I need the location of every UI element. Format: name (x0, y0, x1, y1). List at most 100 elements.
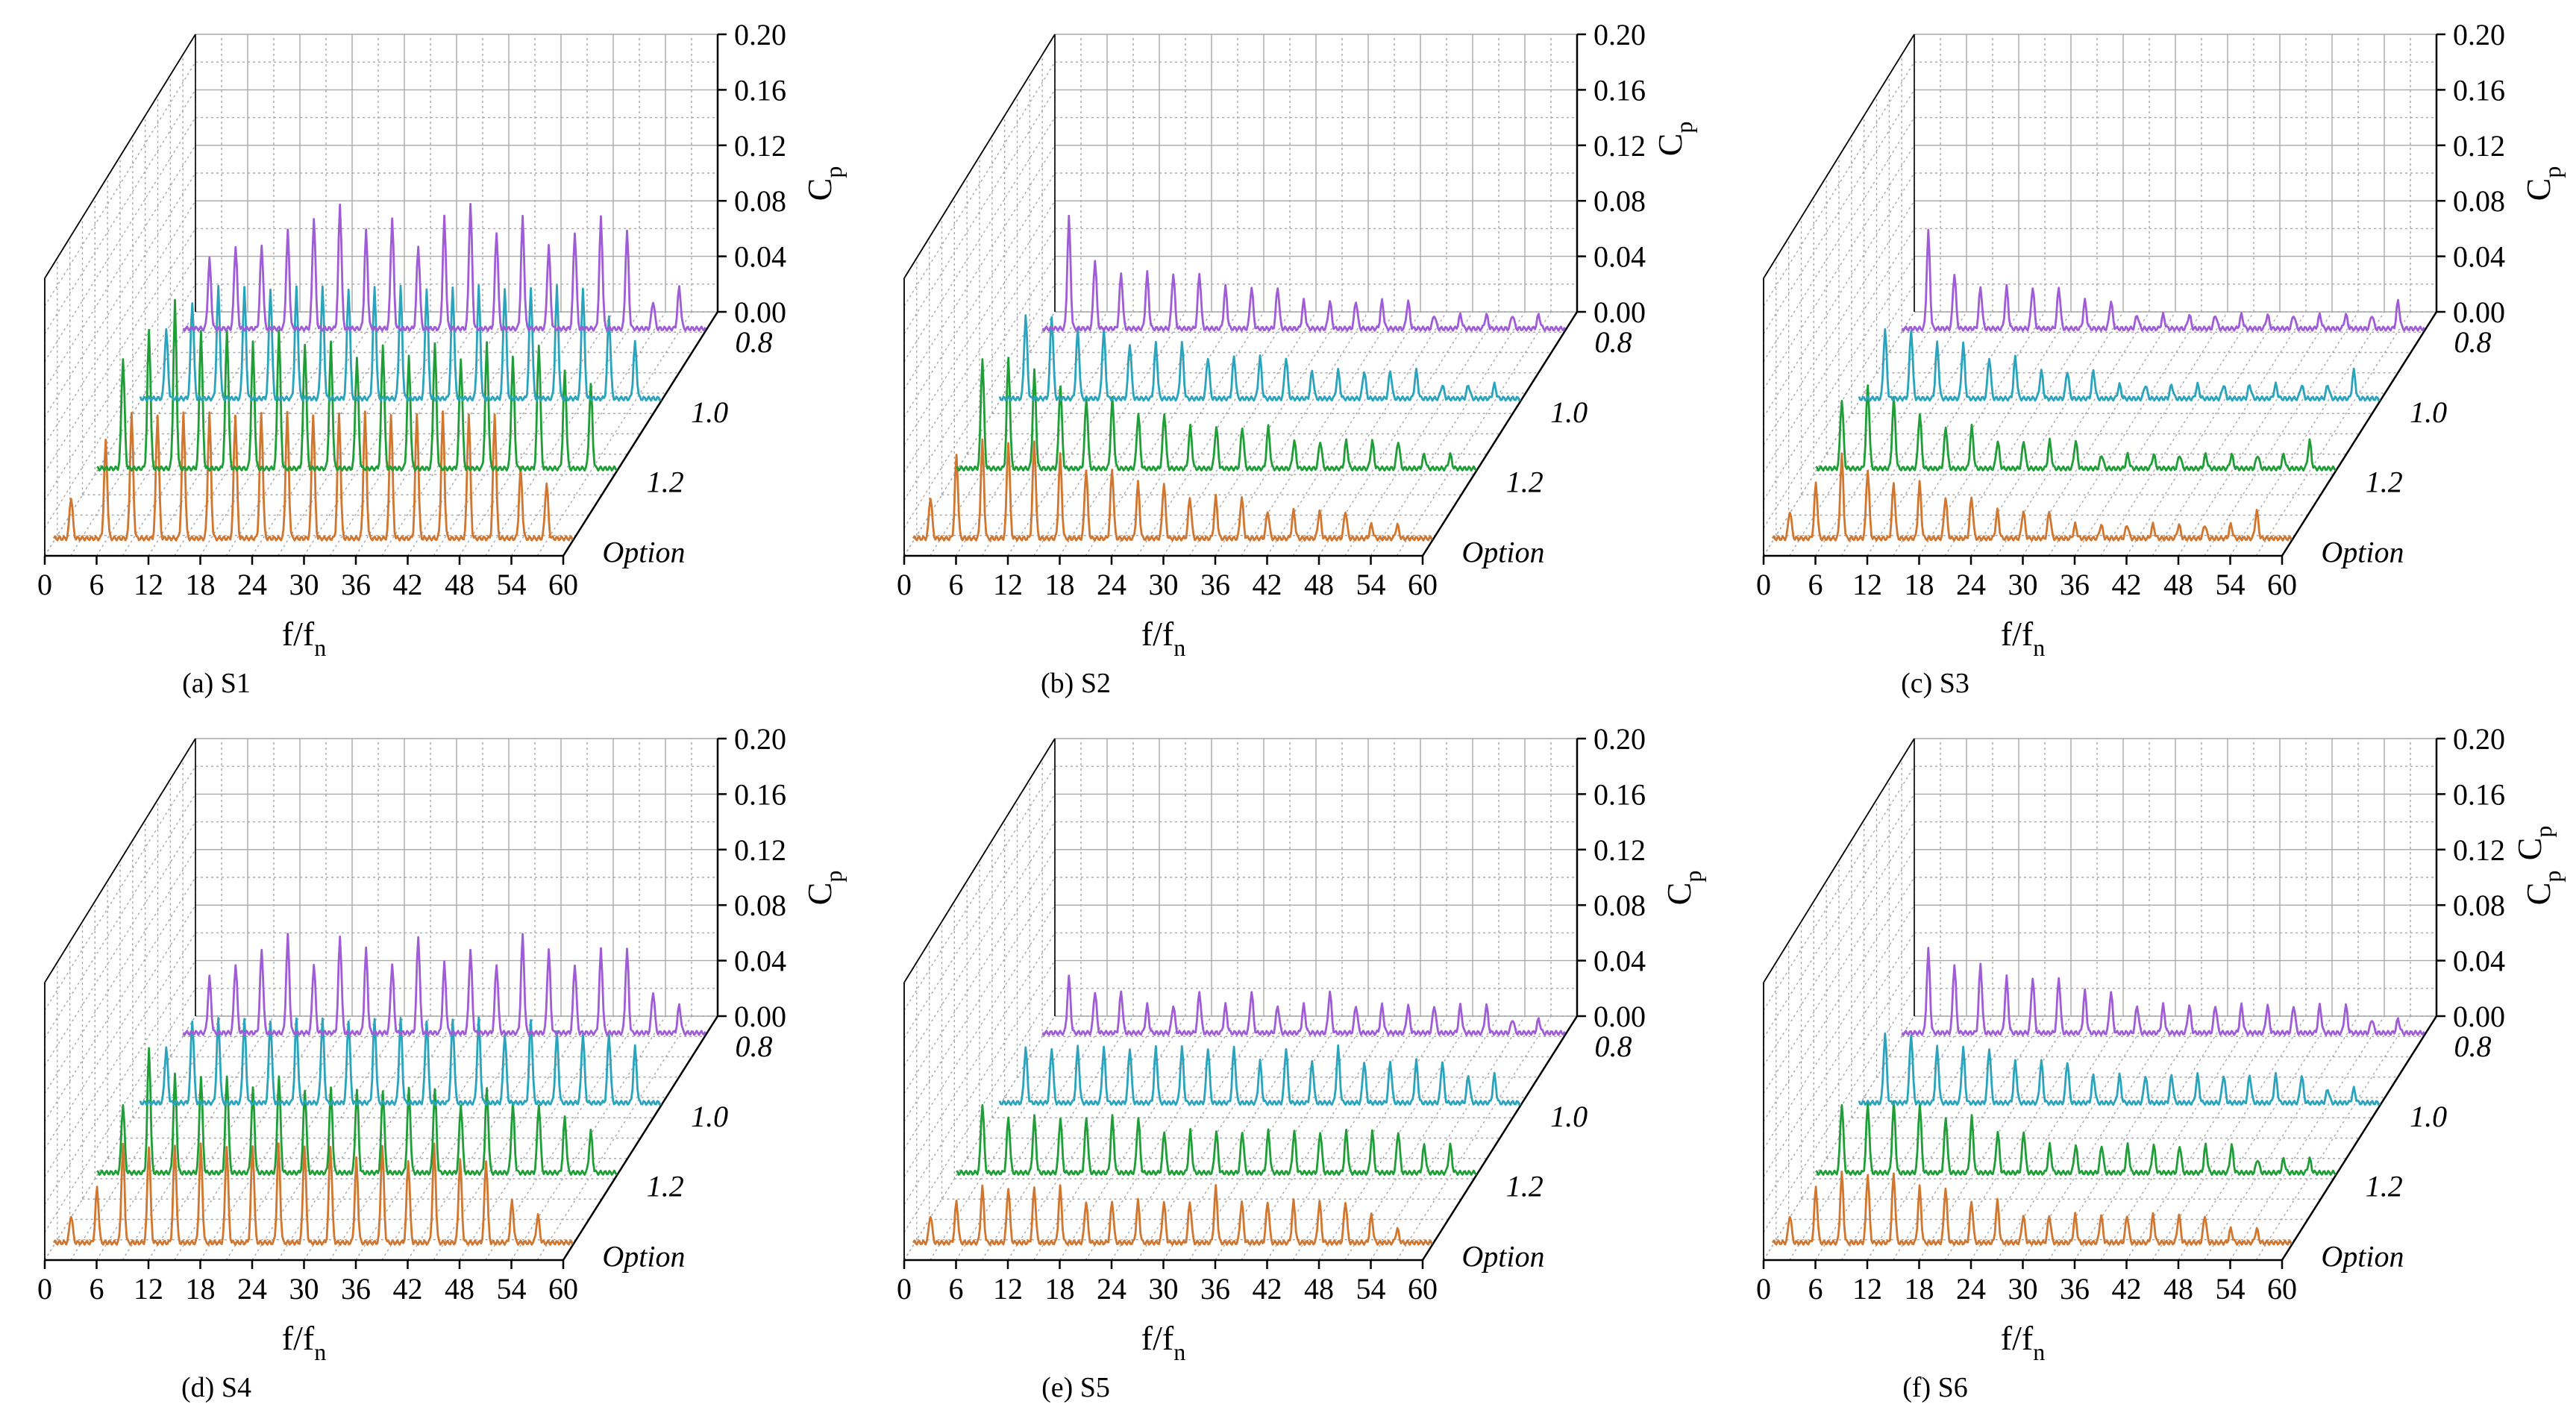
z-tick-label: 0.04 (1593, 944, 1646, 978)
left-wall-hline (903, 933, 1056, 1177)
floor-line (2255, 1015, 2411, 1261)
z-tick-label: 0.20 (734, 18, 786, 51)
x-tick-label: 36 (2060, 1272, 2090, 1306)
left-wall-hline (903, 765, 1056, 1011)
floor-line (1059, 311, 1212, 557)
series-label-1.2: 1.2 (2366, 466, 2403, 499)
left-wall-hline (1763, 765, 1915, 1011)
left-wall-hline (903, 172, 1056, 418)
z-axis-title-left: Cp (1651, 122, 1697, 157)
floor-line (1344, 311, 1499, 557)
floor-line (278, 1015, 431, 1261)
floor-line (355, 311, 510, 557)
x-tick-label: 12 (134, 1272, 163, 1306)
left-wall-hline (44, 228, 196, 473)
left-wall-hline (903, 200, 1056, 445)
series-label-0.8: 0.8 (2454, 325, 2491, 359)
series-line-0.8 (1041, 214, 1566, 332)
x-tick-label: 42 (1253, 1272, 1282, 1306)
left-wall-hline (903, 228, 1056, 473)
floor-line (148, 1015, 301, 1261)
z-axis-title-main: C (800, 178, 839, 201)
left-wall-hline (44, 933, 196, 1177)
floor-line (148, 311, 301, 557)
left-wall-hline (903, 849, 1056, 1094)
subplot-6: 0 6 12 18 24 30 36 42 48 54 60 f/fn 0.00 0.04 0.08 0.12… (1756, 722, 2566, 1403)
z-tick-label: 0.00 (2453, 1000, 2505, 1033)
left-wall-hline (1763, 200, 1915, 445)
floor-line (278, 311, 431, 557)
x-axis-title-main: f/f (2001, 615, 2034, 653)
x-axis-title-text: f/fn (282, 1319, 326, 1365)
x-tick-label: 60 (548, 1272, 578, 1306)
subplot-3: 0 6 12 18 24 30 36 42 48 54 60 f/fn 0.00 0.04 0.08 0.12… (1756, 18, 2566, 699)
floor-line (433, 311, 588, 557)
z-tick-label: 0.16 (734, 777, 786, 811)
floor-line (2229, 1015, 2385, 1261)
floor-line (174, 311, 327, 557)
x-tick-label: 42 (1253, 568, 1282, 601)
z-tick-label: 0.00 (2453, 295, 2505, 329)
z-tick-label: 0.00 (734, 295, 786, 329)
left-wall-hline (1763, 228, 1915, 473)
subplot-5: 0 6 12 18 24 30 36 42 48 54 60 f/fn 0.00 0.04 0.08 0.12… (897, 722, 1706, 1403)
floor-line (225, 311, 379, 557)
left-wall-hline (903, 283, 1056, 529)
floor-line (2255, 311, 2411, 557)
x-axis-title-text: f/fn (2001, 615, 2045, 661)
box-frame (44, 738, 719, 1262)
left-wall-hline (44, 794, 196, 1038)
x-tick-label: 18 (1045, 1272, 1075, 1306)
left-wall-hline (44, 172, 196, 418)
left-wall-hline (44, 90, 196, 334)
x-axis-title-sub: n (314, 1338, 326, 1365)
z-tick-label: 0.08 (1593, 889, 1646, 922)
x-tick-label: 30 (289, 568, 319, 601)
x-tick-label: 60 (548, 568, 578, 601)
floor-line (199, 1015, 353, 1261)
z-axis-title-main: C (2519, 178, 2557, 201)
floor-line (1396, 311, 1552, 557)
x-tick-label: 54 (1356, 1272, 1386, 1306)
x-tick-label: 60 (2267, 1272, 2297, 1306)
z-tick-label: 0.12 (2453, 833, 2505, 867)
depth-axis-line (1421, 1015, 1579, 1261)
x-tick-label: 0 (37, 1272, 52, 1306)
z-axis-title: Cp (800, 166, 847, 201)
left-wall-hline (903, 117, 1056, 362)
box-frame (903, 34, 1579, 557)
left-wall-hline (903, 256, 1056, 501)
floor-line (329, 1015, 483, 1261)
z-tick-label: 0.08 (734, 889, 786, 922)
subplot-caption: (b) S2 (1041, 668, 1111, 699)
z-axis-title-left-text: Cp (1651, 122, 1697, 157)
x-axis-title-main: f/f (1141, 1319, 1174, 1357)
floor-line (2048, 311, 2202, 557)
floor-line (95, 311, 248, 557)
series-label-Option: Option (2321, 535, 2404, 568)
x-tick-label: 54 (1356, 568, 1386, 601)
floor-line (1007, 311, 1160, 557)
floor-line (1396, 1015, 1552, 1261)
x-axis-title-main: f/f (282, 1319, 315, 1357)
left-wall-hline (1763, 960, 1915, 1205)
z-axis-title-main: C (1660, 883, 1698, 906)
series-label-1.2: 1.2 (2366, 1170, 2403, 1203)
floor-line (251, 311, 405, 557)
x-tick-label: 36 (1200, 568, 1230, 601)
box-frame (1763, 34, 2438, 557)
z-axis-title-sub: p (820, 871, 847, 883)
left-wall-hline (1763, 794, 1915, 1038)
depth-axis-line (2281, 1015, 2438, 1261)
x-tick-label: 36 (341, 568, 371, 601)
floor-line (2125, 311, 2281, 557)
z-axis-title-text: Cp (800, 166, 847, 201)
x-tick-label: 0 (897, 568, 912, 601)
series-line-Option (912, 1184, 1433, 1246)
z-tick-label: 0.04 (2453, 944, 2505, 978)
z-tick-label: 0.00 (734, 1000, 786, 1033)
floor-line (2204, 1015, 2359, 1261)
x-tick-label: 30 (2008, 568, 2038, 601)
x-tick-label: 18 (186, 568, 216, 601)
series-line-1.2 (96, 298, 618, 472)
